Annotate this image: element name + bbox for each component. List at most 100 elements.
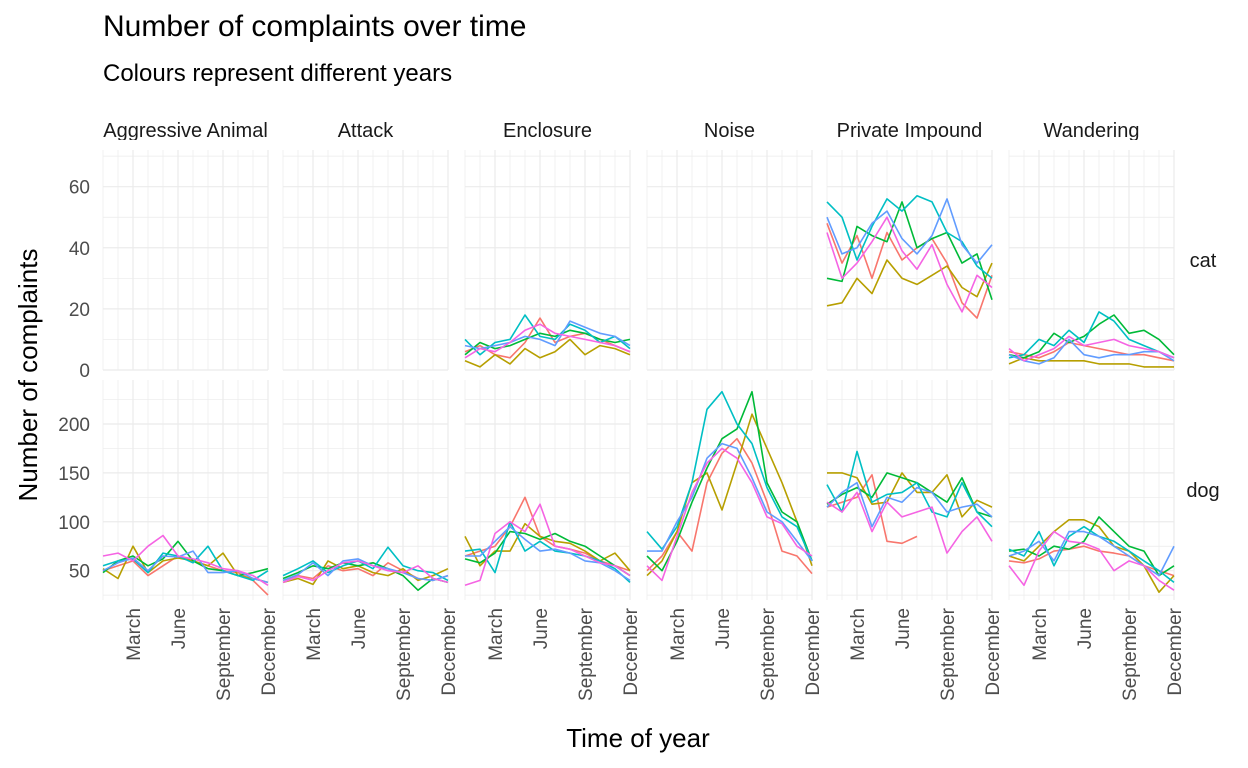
- series-line-3: [646, 390, 813, 572]
- x-tick-label: September: [1120, 607, 1141, 701]
- x-tick-label: December: [983, 607, 1004, 695]
- series-line-3: [464, 329, 631, 356]
- series-line-2: [827, 472, 993, 518]
- panel-wandering-dog: [1008, 516, 1175, 593]
- chart-title: Number of complaints over time: [103, 10, 527, 43]
- facet-strip-aggressive-animal: Aggressive Animal: [103, 120, 268, 142]
- series-line-2: [464, 338, 631, 368]
- series-line-4: [646, 390, 813, 562]
- series-line-4: [464, 314, 631, 356]
- x-tick-label: June: [1075, 608, 1096, 649]
- x-tick-label: December: [1165, 607, 1186, 695]
- series-line-2: [464, 522, 631, 572]
- series-line-5: [1008, 338, 1175, 365]
- panel-grid-wandering-dog: [1008, 380, 1175, 600]
- x-tick-label: June: [531, 608, 552, 649]
- series-line-3: [1008, 314, 1175, 359]
- panel-grid-noise-dog: [646, 380, 813, 600]
- panel-noise-dog: [646, 390, 813, 582]
- series-line-5: [826, 198, 993, 264]
- x-tick-label: March: [486, 608, 507, 661]
- panel-grid-private-impound-dog: [826, 380, 993, 600]
- series-line-2: [646, 413, 813, 577]
- panel-enclosure-cat: [464, 314, 631, 368]
- x-tick-label: March: [304, 608, 325, 661]
- y-tick-label: 20: [69, 300, 90, 321]
- series-line-5: [282, 558, 449, 582]
- series-line-6: [826, 491, 993, 554]
- y-tick-label: 60: [69, 178, 90, 199]
- series-line-5: [826, 481, 993, 528]
- x-tick-label: September: [576, 607, 597, 701]
- panel-wandering-cat: [1008, 311, 1175, 368]
- y-tick-label: 100: [58, 513, 90, 534]
- x-tick-label: December: [803, 607, 824, 695]
- series-line-1: [102, 555, 269, 596]
- facet-strip-attack: Attack: [338, 120, 395, 142]
- panel-private-impound-dog: [826, 450, 993, 554]
- series-line-6: [1008, 335, 1175, 362]
- panel-aggressive-animal-dog: [102, 534, 269, 596]
- panel-grid-aggressive-animal-cat: [102, 150, 269, 371]
- panel-grid-enclosure-cat: [464, 150, 631, 371]
- series-line-1: [826, 474, 918, 545]
- x-tick-label: March: [848, 608, 869, 661]
- x-tick-label: March: [668, 608, 689, 661]
- y-tick-label: 150: [58, 464, 90, 485]
- chart-subtitle: Colours represent different years: [103, 60, 453, 87]
- series-line-3: [102, 540, 269, 577]
- series-line-3: [826, 472, 993, 518]
- facet-row-label-dog: dog: [1186, 480, 1219, 502]
- x-tick-label: September: [758, 607, 779, 701]
- panel-enclosure-dog: [464, 496, 631, 587]
- x-tick-label: June: [713, 608, 734, 649]
- x-tick-label: December: [439, 607, 460, 695]
- x-tick-label: March: [124, 608, 145, 661]
- series-line-4: [1008, 311, 1175, 359]
- series-line-6: [282, 560, 449, 584]
- facet-strip-enclosure: Enclosure: [503, 120, 592, 142]
- series-line-6: [464, 503, 631, 587]
- panel-grid-enclosure-dog: [464, 380, 631, 600]
- series-line-6: [826, 216, 993, 313]
- series-line-2: [1008, 357, 1174, 368]
- facet-strip-wandering: Wandering: [1044, 120, 1140, 142]
- panel-grid-aggressive-animal-dog: [102, 380, 269, 600]
- y-tick-label: 40: [69, 239, 90, 260]
- series-line-5: [647, 442, 813, 562]
- x-tick-label: June: [349, 608, 370, 649]
- series-line-5: [465, 525, 631, 582]
- x-tick-label: December: [621, 607, 642, 695]
- x-tick-label: September: [938, 607, 959, 701]
- series-line-4: [1008, 525, 1175, 584]
- series-line-6: [464, 323, 631, 359]
- series-line-1: [1008, 341, 1175, 362]
- series-line-4: [826, 450, 993, 528]
- x-axis-title: Time of year: [566, 723, 710, 753]
- series-line-3: [826, 201, 993, 300]
- series-line-4: [464, 521, 631, 583]
- series-line-6: [646, 447, 813, 582]
- panel-grid-attack-cat: [282, 150, 449, 371]
- x-tick-label: March: [1030, 608, 1051, 661]
- panel-private-impound-cat: [826, 195, 993, 319]
- series-line-2: [1008, 519, 1175, 593]
- series-line-2: [826, 259, 993, 307]
- x-tick-label: September: [214, 607, 235, 701]
- x-tick-label: June: [893, 608, 914, 649]
- series-line-3: [464, 530, 631, 577]
- series-line-5: [464, 320, 631, 350]
- x-tick-label: September: [394, 607, 415, 701]
- y-tick-label: 0: [79, 361, 90, 382]
- facet-strip-noise: Noise: [704, 120, 755, 142]
- facet-row-label-cat: cat: [1190, 250, 1217, 272]
- x-tick-label: December: [259, 607, 280, 695]
- panel-grid-attack-dog: [282, 380, 449, 600]
- y-axis-title: Number of complaints: [13, 249, 43, 502]
- facet-strip-private-impound: Private Impound: [837, 120, 983, 142]
- series-line-6: [102, 534, 269, 586]
- series-line-4: [826, 195, 993, 279]
- y-tick-label: 200: [58, 415, 90, 436]
- panel-grid-noise-cat: [646, 150, 813, 371]
